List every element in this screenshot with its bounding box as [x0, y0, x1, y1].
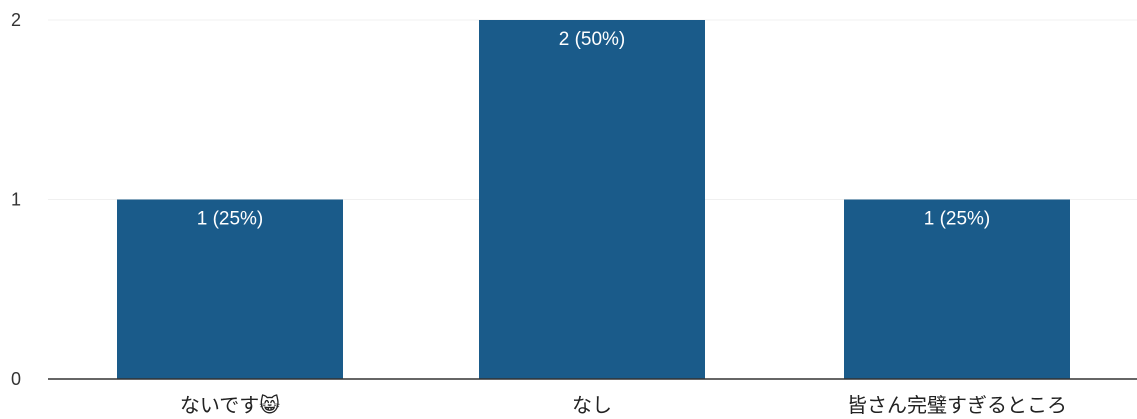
y-tick-label: 1	[11, 190, 21, 210]
x-axis-category-labels: ないです😸 なし 皆さん完璧すぎるところ	[180, 393, 1067, 417]
category-label: なし	[572, 393, 612, 417]
bar	[479, 20, 705, 379]
bar-value-label: 1 (25%)	[197, 209, 264, 230]
category-label: ないです😸	[180, 393, 280, 417]
y-tick-label: 0	[11, 369, 21, 389]
y-axis-tick-labels: 0 1 2	[11, 10, 21, 389]
bar-value-label: 1 (25%)	[924, 209, 991, 230]
bars	[117, 20, 1070, 379]
bar-value-label: 2 (50%)	[559, 29, 626, 50]
bar-value-labels: 1 (25%) 2 (50%) 1 (25%)	[197, 29, 991, 230]
bar	[844, 199, 1070, 379]
category-label: 皆さん完璧すぎるところ	[847, 393, 1067, 417]
bar	[117, 199, 343, 379]
y-tick-label: 2	[11, 10, 21, 30]
